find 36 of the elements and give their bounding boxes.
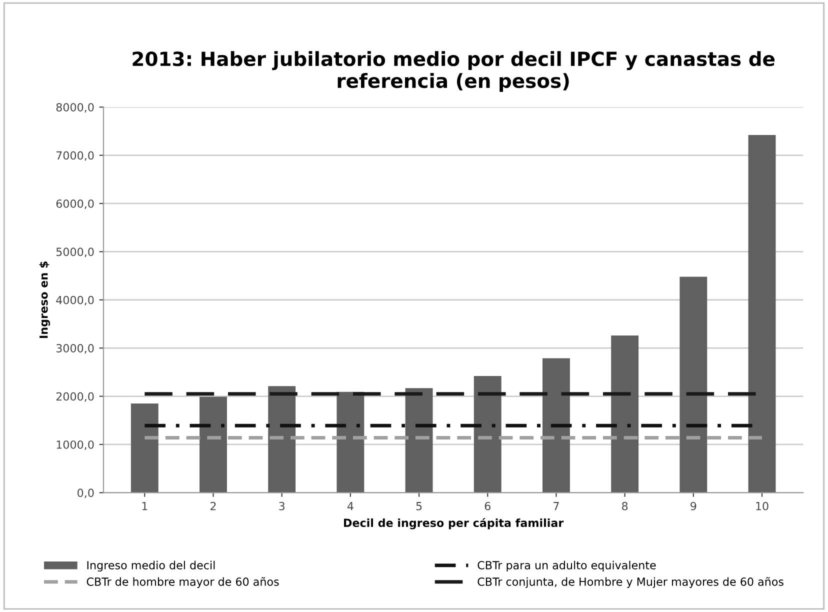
bar [748, 135, 776, 493]
bar [268, 386, 296, 493]
bar [405, 388, 433, 493]
y-tick-label: 2000,0 [56, 392, 94, 402]
bar [200, 396, 227, 493]
y-tick-label: 3000,0 [56, 344, 94, 354]
x-tick-label: 6 [484, 502, 490, 510]
y-tick-label: 8000,0 [56, 103, 94, 113]
x-tick-label: 9 [690, 502, 696, 510]
bar [542, 358, 570, 493]
bar [336, 392, 364, 493]
y-tick-label: 7000,0 [56, 151, 94, 161]
legend-label: Ingreso medio del decil [87, 560, 215, 572]
y-axis-title: Ingreso en $ [39, 262, 50, 338]
y-tick-label: 0,0 [78, 488, 94, 498]
y-tick-label: 1000,0 [56, 440, 94, 450]
x-tick-label: 1 [142, 502, 148, 510]
chart-title: 2013: Haber jubilatorio medio por decil IPCF y canastas de referencia (en pesos) [132, 51, 775, 92]
legend-label: CBTr para un adulto equivalente [478, 560, 656, 572]
legend-label: CBTr de hombre mayor de 60 años [86, 577, 279, 588]
x-tick-label: 7 [554, 502, 559, 510]
x-tick-label: 4 [347, 502, 354, 510]
bar [611, 336, 639, 493]
x-tick-label: 10 [756, 502, 768, 510]
bar [130, 404, 158, 493]
bar [474, 376, 502, 493]
x-axis-title: Decil de ingreso per cápita familiar [344, 518, 564, 530]
y-tick-label: 6000,0 [56, 199, 94, 210]
y-tick-label: 5000,0 [56, 248, 94, 258]
legend-label: CBTr conjunta, de Hombre y Mujer mayores de 60 años [478, 577, 784, 588]
x-tick-label: 2 [210, 502, 216, 510]
x-tick-label: 8 [622, 502, 628, 510]
x-tick-label: 5 [416, 502, 422, 510]
bar [680, 276, 708, 493]
y-tick-label: 4000,0 [56, 296, 94, 306]
x-tick-label: 3 [279, 502, 284, 510]
